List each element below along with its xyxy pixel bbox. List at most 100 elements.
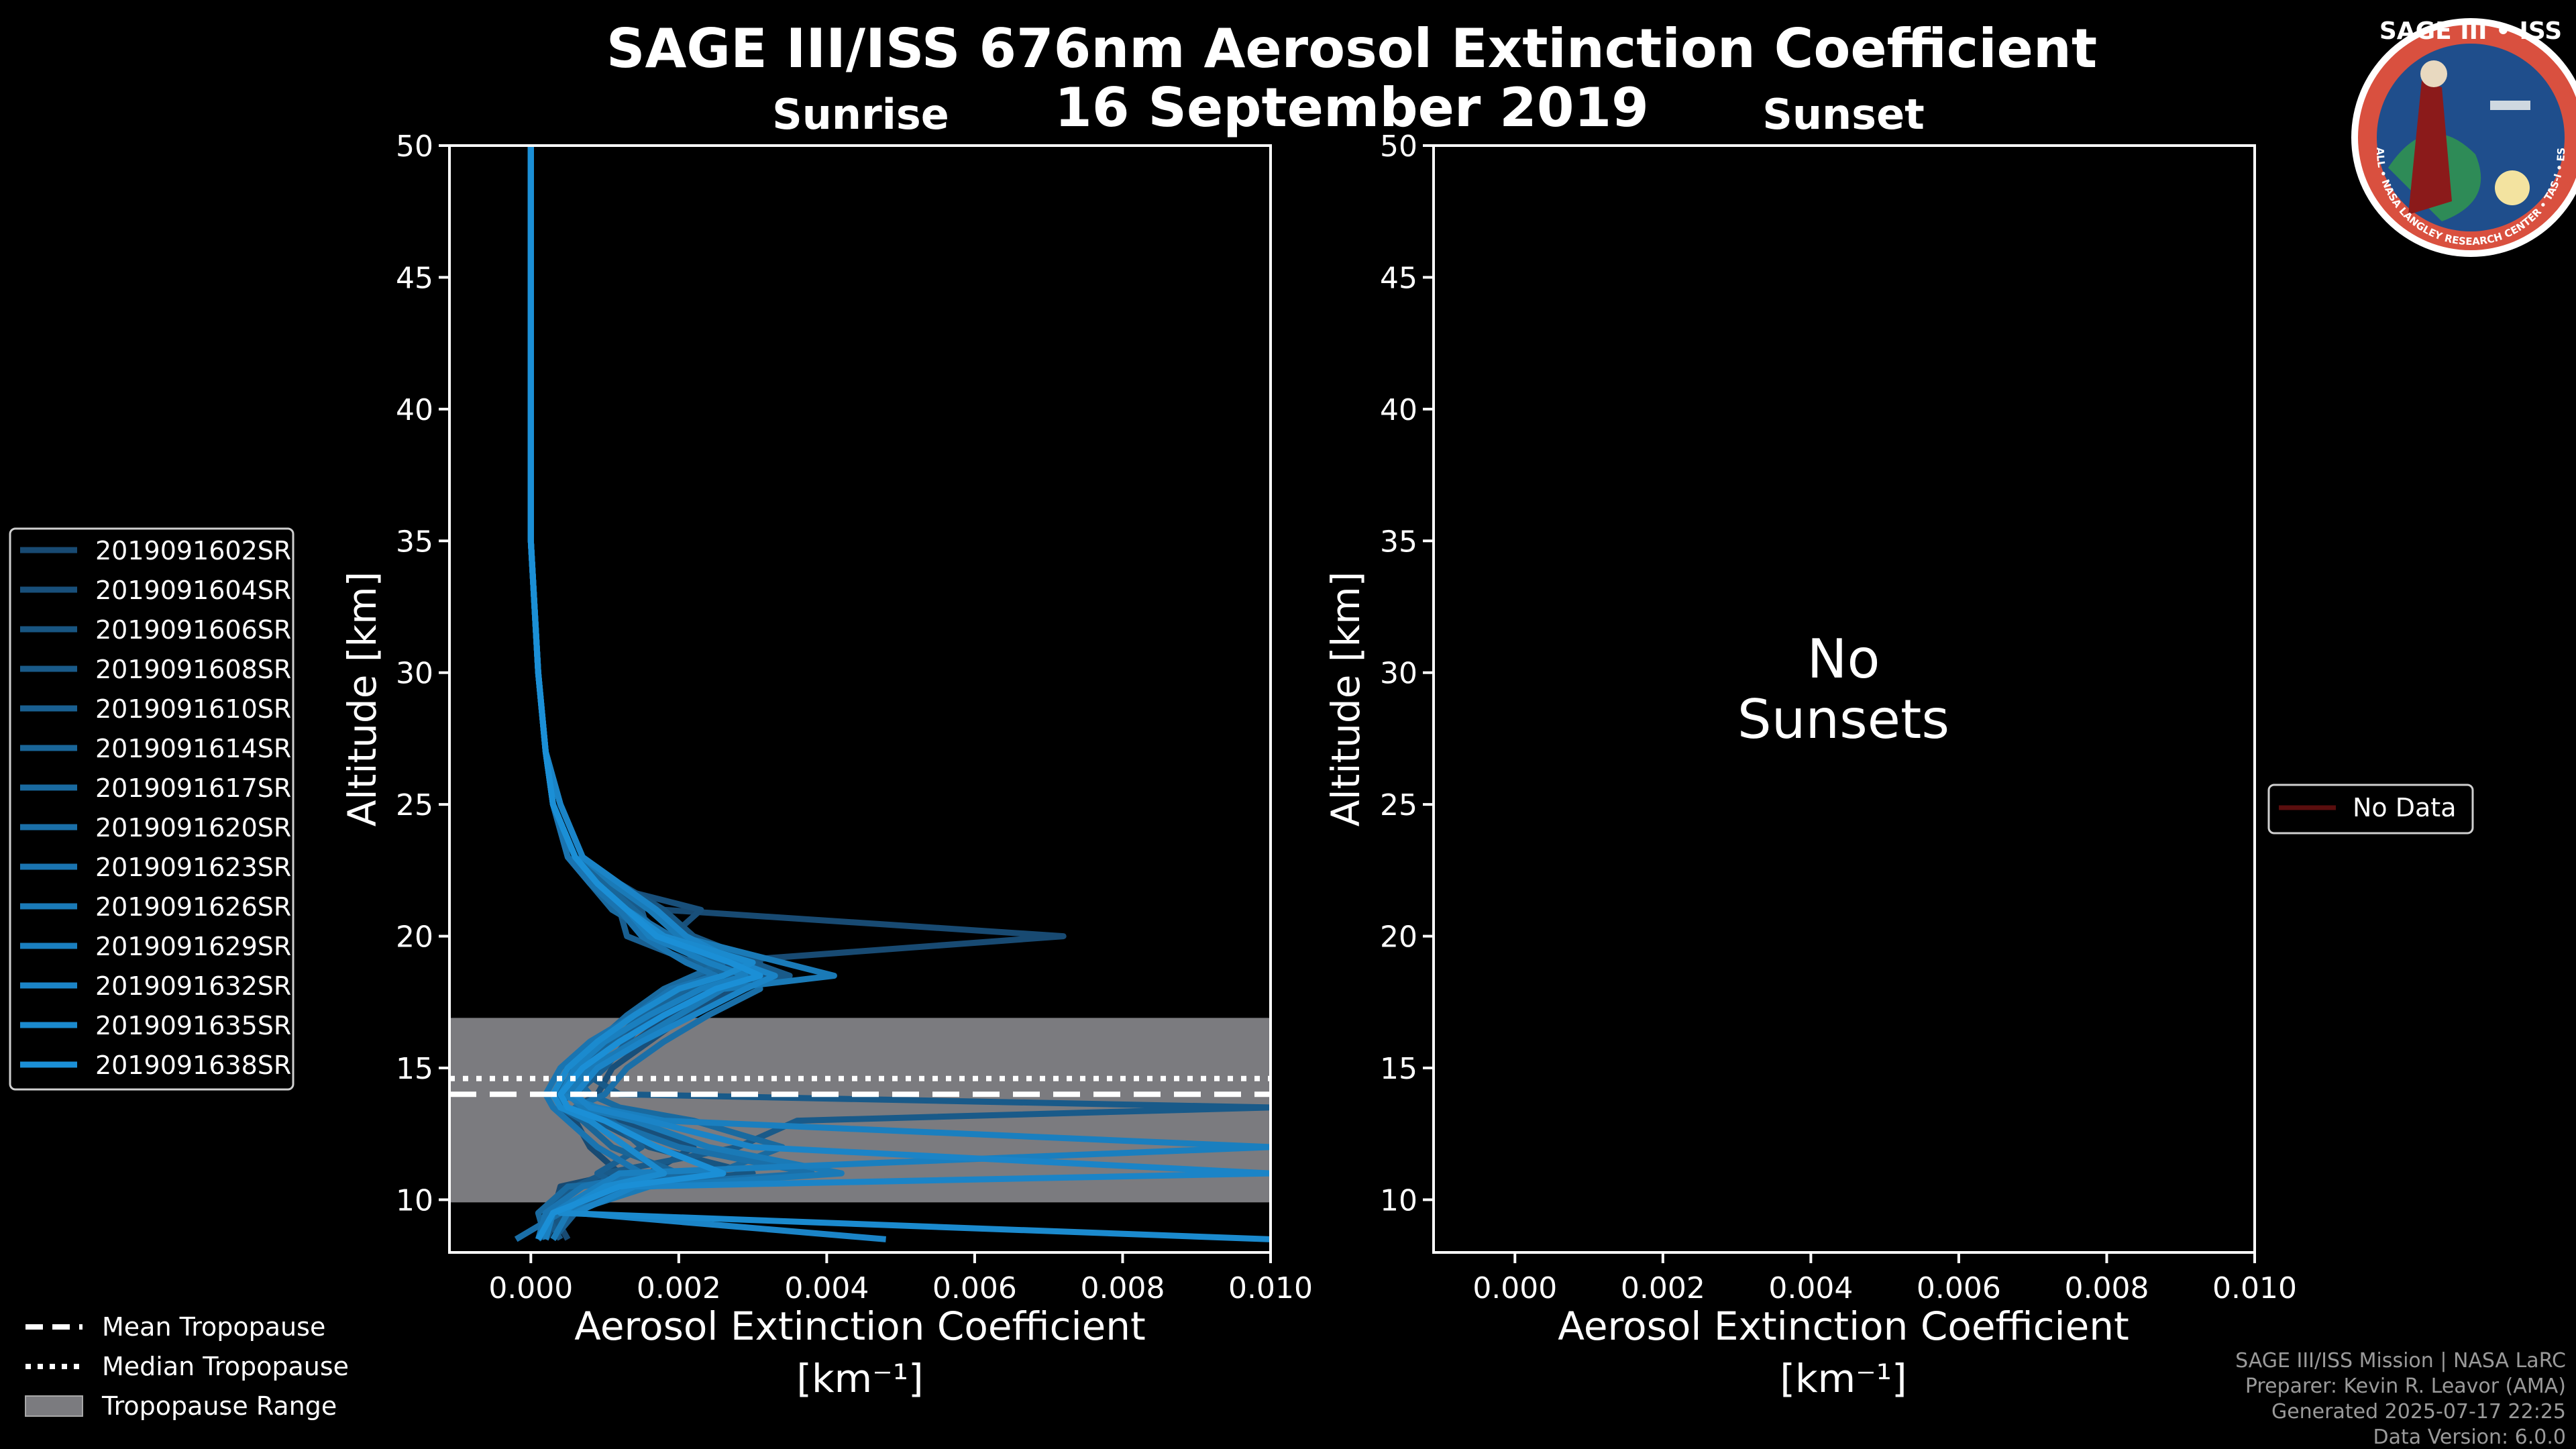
sunset-x-tick-label: 0.002 (1621, 1271, 1705, 1305)
logo-figure-robe-icon (2408, 80, 2452, 215)
median-tropopause-label: Median Tropopause (102, 1352, 349, 1381)
mean-tropopause-label: Mean Tropopause (102, 1312, 325, 1342)
sunrise-x-tick-label: 0.010 (1228, 1271, 1313, 1305)
legend-label: 2019091617SR (95, 773, 291, 803)
legend-label: 2019091632SR (95, 971, 291, 1001)
footer-generated: Generated 2025-07-17 22:25 (2271, 1400, 2566, 1424)
sunrise-x-tick-label: 0.006 (932, 1271, 1017, 1305)
legend-item-2019091614SR: 2019091614SR (20, 734, 291, 763)
sunset-x-tick-label: 0.000 (1472, 1271, 1557, 1305)
sunset-y-tick-label: 35 (1380, 525, 1417, 559)
sunrise-y-tick-label: 45 (396, 261, 433, 295)
sunset-y-tick-label: 50 (1380, 129, 1417, 164)
sunset-x-tick-label: 0.010 (2212, 1271, 2297, 1305)
sunrise-y-ticks: 10 15 20 25 30 35 40 45 50 (396, 129, 449, 1218)
figure-date: 16 September 2019 (1055, 76, 1649, 139)
no-sunsets-line2: Sunsets (1737, 688, 1949, 751)
legend-item-2019091608SR: 2019091608SR (20, 655, 291, 684)
legend-label: 2019091608SR (95, 655, 291, 684)
legend-label: 2019091623SR (95, 853, 291, 882)
tropopause-range-swatch (25, 1395, 83, 1417)
nodata-legend: No Data (2267, 784, 2474, 835)
logo-figure-head-icon (2420, 60, 2447, 87)
legend-item-2019091620SR: 2019091620SR (20, 813, 291, 843)
tropopause-legend: Mean Tropopause Median Tropopause Tropop… (25, 1312, 349, 1421)
legend-label: 2019091604SR (95, 576, 291, 605)
logo-sun-icon (2495, 170, 2530, 205)
sunset-x-ticks: 0.000 0.002 0.004 0.006 0.008 0.010 (1472, 1252, 2297, 1305)
sunset-chart: 0.000 0.002 0.004 0.006 0.008 0.010 10 15 20 25 3… (1323, 129, 2297, 1401)
sunrise-y-tick-label: 30 (396, 657, 433, 691)
legend-item-2019091610SR: 2019091610SR (20, 694, 291, 724)
sunrise-plot-frame (448, 144, 1272, 1254)
legend-label: 2019091614SR (95, 734, 291, 763)
nodata-legend-box (2267, 784, 2474, 835)
legend-label: 2019091629SR (95, 932, 291, 961)
legend-label: 2019091638SR (95, 1051, 291, 1080)
footer-preparer: Preparer: Kevin R. Leavor (AMA) (2245, 1375, 2566, 1398)
footer-data-version: Data Version: 6.0.0 (2373, 1426, 2566, 1449)
legend-label: 2019091602SR (95, 536, 291, 566)
legend-item-2019091602SR: 2019091602SR (20, 536, 291, 566)
footer-credits: SAGE III/ISS Mission | NASA LaRC Prepare… (2235, 1349, 2566, 1449)
sunrise-y-tick-label: 50 (396, 129, 433, 164)
figure-title: SAGE III/ISS 676nm Aerosol Extinction Co… (606, 17, 2097, 80)
sunset-x-tick-label: 0.004 (1768, 1271, 1853, 1305)
sunrise-chart: 0.000 0.002 0.004 0.006 0.008 0.010 10 15 20 25 3… (339, 129, 1313, 1401)
sunrise-y-tick-label: 15 (396, 1052, 433, 1086)
sunset-plot-frame (1432, 144, 2256, 1254)
sunrise-y-tick-label: 40 (396, 393, 433, 427)
sunset-x-axis-label: Aerosol Extinction Coefficient (1558, 1303, 2129, 1349)
legend-item-2019091606SR: 2019091606SR (20, 615, 291, 645)
profile-line-2019091638SR (527, 146, 763, 1241)
sunset-x-tick-label: 0.008 (2064, 1271, 2149, 1305)
sunset-y-tick-label: 10 (1380, 1183, 1417, 1218)
sunset-y-ticks: 10 15 20 25 30 35 40 45 50 (1380, 129, 1434, 1218)
sunrise-y-tick-label: 25 (396, 788, 433, 822)
sunrise-x-tick-label: 0.004 (784, 1271, 869, 1305)
legend-label: 2019091635SR (95, 1011, 291, 1040)
legend-item-2019091617SR: 2019091617SR (20, 773, 291, 803)
sunrise-y-tick-label: 35 (396, 525, 433, 559)
tropopause-lines (449, 1075, 1271, 1097)
legend-label: 2019091620SR (95, 813, 291, 843)
sunrise-profile-lines (514, 146, 1271, 1242)
legend-item-2019091623SR: 2019091623SR (20, 853, 291, 882)
sunset-x-tick-label: 0.006 (1917, 1271, 2001, 1305)
profiles-legend-box (9, 527, 294, 1091)
no-sunsets-line1: No (1807, 628, 1880, 690)
sunrise-x-tick-label: 0.002 (637, 1271, 721, 1305)
sunset-y-tick-label: 45 (1380, 261, 1417, 295)
sunset-y-tick-label: 15 (1380, 1052, 1417, 1086)
legend-item-2019091635SR: 2019091635SR (20, 1011, 291, 1040)
legend-item-2019091604SR: 2019091604SR (20, 576, 291, 605)
legend-label: 2019091610SR (95, 694, 291, 724)
logo-top-text: SAGE III • ISS (2379, 17, 2562, 45)
sunrise-y-tick-label: 10 (396, 1183, 433, 1218)
sunrise-y-axis-label: Altitude [km] (339, 572, 385, 826)
legend-item-2019091626SR: 2019091626SR (20, 892, 291, 922)
logo-iss-icon (2490, 101, 2530, 110)
footer-mission: SAGE III/ISS Mission | NASA LaRC (2235, 1349, 2566, 1373)
sunset-y-tick-label: 40 (1380, 393, 1417, 427)
sunrise-x-axis-label: Aerosol Extinction Coefficient (574, 1303, 1146, 1349)
sunrise-panel-title: Sunrise (772, 90, 949, 139)
tropopause-range-label: Tropopause Range (101, 1391, 337, 1421)
sunset-panel-title: Sunset (1762, 90, 1925, 139)
sunset-y-axis-label: Altitude [km] (1323, 572, 1368, 826)
sunset-y-tick-label: 20 (1380, 920, 1417, 955)
sunset-y-tick-label: 30 (1380, 657, 1417, 691)
sunrise-y-tick-label: 20 (396, 920, 433, 955)
profiles-legend: 2019091602SR 2019091604SR 2019091606SR 2019… (9, 527, 294, 1091)
legend-item-2019091632SR: 2019091632SR (20, 971, 291, 1001)
sunset-y-tick-label: 25 (1380, 788, 1417, 822)
legend-label: 2019091626SR (95, 892, 291, 922)
nodata-legend-label: No Data (2353, 793, 2457, 822)
sunrise-x-ticks: 0.000 0.002 0.004 0.006 0.008 0.010 (488, 1252, 1313, 1305)
sunrise-x-axis-unit: [km⁻¹] (796, 1356, 923, 1401)
legend-label: 2019091606SR (95, 615, 291, 645)
sunrise-x-tick-label: 0.000 (488, 1271, 573, 1305)
legend-item-2019091629SR: 2019091629SR (20, 932, 291, 961)
